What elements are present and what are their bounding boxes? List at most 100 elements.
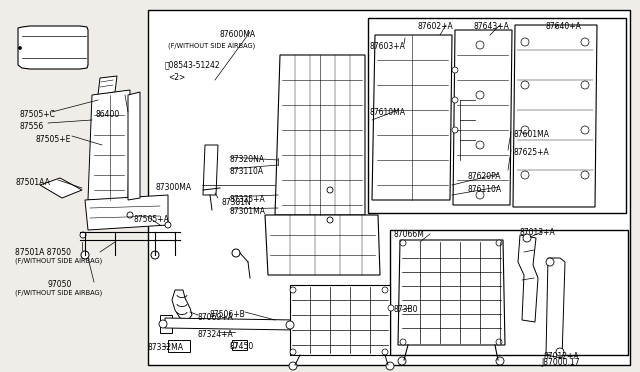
Text: 87381N: 87381N — [222, 198, 252, 207]
Circle shape — [581, 171, 589, 179]
Polygon shape — [265, 215, 380, 275]
Polygon shape — [513, 25, 597, 207]
Circle shape — [521, 126, 529, 134]
Circle shape — [521, 38, 529, 46]
Bar — [30, 55, 46, 66]
Text: 87301MA: 87301MA — [230, 207, 266, 216]
Polygon shape — [275, 55, 365, 215]
Circle shape — [496, 240, 502, 246]
Circle shape — [581, 38, 589, 46]
Text: 87066M: 87066M — [393, 230, 424, 239]
Polygon shape — [546, 258, 565, 358]
Circle shape — [382, 287, 388, 293]
Circle shape — [521, 171, 529, 179]
Text: 87450: 87450 — [230, 342, 254, 351]
Polygon shape — [372, 35, 452, 200]
Circle shape — [400, 240, 406, 246]
Bar — [368, 18, 626, 213]
Text: 87610MA: 87610MA — [370, 108, 406, 117]
Polygon shape — [85, 195, 168, 230]
Text: 87620PA: 87620PA — [468, 172, 502, 181]
Text: 87505+A: 87505+A — [133, 215, 169, 224]
Text: 87602+A: 87602+A — [418, 22, 454, 31]
Text: 876110A: 876110A — [468, 185, 502, 194]
Circle shape — [476, 141, 484, 149]
Circle shape — [127, 212, 133, 218]
Text: 87505+C: 87505+C — [20, 110, 56, 119]
Circle shape — [398, 357, 406, 365]
Text: <2>: <2> — [168, 73, 185, 82]
Bar — [148, 10, 630, 365]
Text: (F/WITHOUT SIDE AIRBAG): (F/WITHOUT SIDE AIRBAG) — [168, 42, 255, 48]
Text: 97050: 97050 — [48, 280, 72, 289]
Polygon shape — [88, 90, 130, 200]
Bar — [232, 340, 247, 350]
Text: 86400: 86400 — [95, 110, 119, 119]
Polygon shape — [40, 178, 82, 198]
Text: 87501AA: 87501AA — [15, 178, 50, 187]
Circle shape — [452, 127, 458, 133]
Circle shape — [581, 126, 589, 134]
Text: 87320NA: 87320NA — [230, 155, 265, 164]
Polygon shape — [290, 285, 390, 355]
Circle shape — [521, 81, 529, 89]
Text: 873B0: 873B0 — [393, 305, 417, 314]
Circle shape — [476, 191, 484, 199]
Text: 87501A 87050: 87501A 87050 — [15, 248, 71, 257]
Circle shape — [476, 41, 484, 49]
Bar — [160, 315, 172, 333]
Text: (F/WITHOUT SIDE AIRBAG): (F/WITHOUT SIDE AIRBAG) — [15, 258, 102, 264]
Circle shape — [159, 320, 167, 328]
Bar — [30, 38, 46, 53]
Circle shape — [289, 362, 297, 370]
Bar — [52, 38, 78, 53]
Text: 87300MA: 87300MA — [155, 183, 191, 192]
Circle shape — [290, 349, 296, 355]
Text: 87625+A: 87625+A — [513, 148, 548, 157]
Circle shape — [556, 348, 564, 356]
Text: Ⓝ08543-51242: Ⓝ08543-51242 — [165, 60, 221, 69]
Text: 87013+A: 87013+A — [520, 228, 556, 237]
Polygon shape — [128, 92, 140, 200]
Text: 87556: 87556 — [20, 122, 44, 131]
Circle shape — [165, 222, 171, 228]
Text: 87012+A: 87012+A — [543, 352, 579, 361]
Circle shape — [81, 251, 89, 259]
Circle shape — [80, 232, 86, 238]
Circle shape — [388, 305, 394, 311]
Text: 87640+A: 87640+A — [546, 22, 582, 31]
Circle shape — [452, 67, 458, 73]
Text: 87324+A: 87324+A — [198, 330, 234, 339]
Circle shape — [546, 258, 554, 266]
Circle shape — [452, 97, 458, 103]
Circle shape — [496, 357, 504, 365]
Polygon shape — [172, 290, 192, 320]
Circle shape — [286, 321, 294, 329]
Polygon shape — [453, 30, 512, 205]
Polygon shape — [203, 145, 218, 195]
Circle shape — [386, 362, 394, 370]
Text: 87506+B: 87506+B — [210, 310, 246, 319]
Circle shape — [327, 217, 333, 223]
Circle shape — [151, 251, 159, 259]
Circle shape — [231, 342, 237, 348]
Bar — [52, 55, 78, 66]
Bar — [168, 340, 190, 352]
Circle shape — [496, 339, 502, 345]
Text: 873110A: 873110A — [230, 167, 264, 176]
Circle shape — [290, 287, 296, 293]
Circle shape — [232, 249, 240, 257]
Text: 87332MA: 87332MA — [148, 343, 184, 352]
Text: 87600MA: 87600MA — [220, 30, 256, 39]
Text: (F/WITHOUT SIDE AIRBAG): (F/WITHOUT SIDE AIRBAG) — [15, 290, 102, 296]
Circle shape — [382, 349, 388, 355]
Circle shape — [19, 46, 22, 49]
Text: 87603+A: 87603+A — [370, 42, 406, 51]
Circle shape — [400, 339, 406, 345]
Circle shape — [327, 187, 333, 193]
Polygon shape — [18, 26, 88, 69]
Bar — [390, 230, 628, 355]
Text: 87069+A: 87069+A — [198, 313, 234, 322]
Circle shape — [581, 81, 589, 89]
Circle shape — [476, 91, 484, 99]
